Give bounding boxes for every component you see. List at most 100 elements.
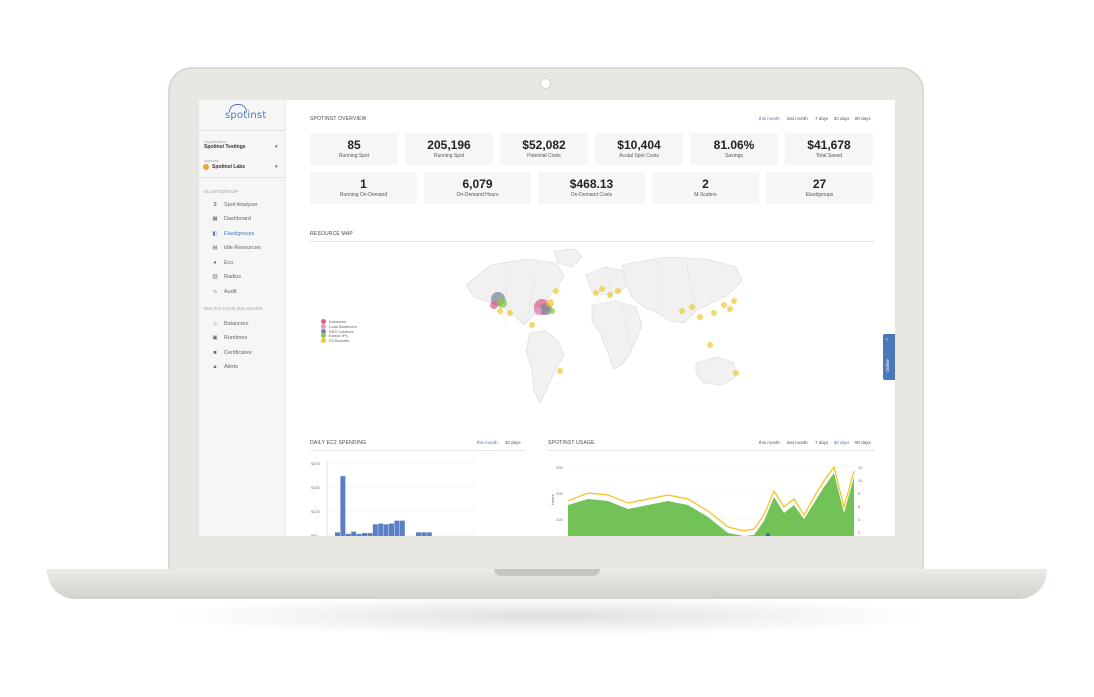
map-marker[interactable] <box>607 292 613 298</box>
map-marker[interactable] <box>727 306 733 312</box>
ec2-bar <box>335 532 340 536</box>
chevron-down-icon[interactable]: ▾ <box>275 144 278 150</box>
chevron-down-icon[interactable]: ▾ <box>275 164 278 170</box>
sidebar-item-certificates[interactable]: ■ Certificates <box>211 348 252 357</box>
border-line <box>685 260 697 310</box>
stat-value: 2 <box>702 177 709 191</box>
bulb-icon: ● <box>213 259 217 266</box>
map-marker[interactable] <box>731 298 737 304</box>
sidebar-item-elastigroups[interactable]: ◧ Elastigroups <box>211 229 254 238</box>
stat-value: 6,079 <box>462 177 493 191</box>
legend-label: Elastic IPs <box>329 333 348 339</box>
section-elastigroup: ELASTIGROUP <box>204 189 239 194</box>
map-marker[interactable] <box>497 308 503 314</box>
stat-label: Elastigroups <box>805 192 834 198</box>
sidebar-item-radius[interactable]: ▥ Radius <box>211 273 241 282</box>
ec2-bar <box>383 524 389 536</box>
timeframe-30-days[interactable]: 30 days <box>833 440 850 445</box>
map-marker[interactable] <box>707 342 713 348</box>
sidebar-item-audit[interactable]: ∿ Audit <box>211 287 237 296</box>
world-map[interactable] <box>446 245 756 415</box>
legend-item[interactable]: Instances <box>321 319 346 324</box>
map-marker[interactable] <box>546 299 554 307</box>
map-marker[interactable] <box>507 310 513 316</box>
map-marker[interactable] <box>721 302 727 308</box>
greenland-shape <box>553 248 583 268</box>
legend-item[interactable]: Load Balancers <box>321 323 357 329</box>
camera-icon <box>541 79 550 88</box>
sidebar-item-eco[interactable]: ● Eco <box>211 258 233 267</box>
list-icon: ▤ <box>212 245 218 251</box>
map-marker[interactable] <box>679 308 685 314</box>
org-selector[interactable]: Spotinst Testings <box>204 144 246 150</box>
border-line <box>525 274 537 326</box>
timeframe-30-days[interactable]: 30 days <box>833 116 850 121</box>
map-marker[interactable] <box>689 304 695 310</box>
sidebar-item-dashboard[interactable]: ▦ Dashboard <box>211 215 251 224</box>
map-marker[interactable] <box>490 301 498 309</box>
sidebar-item-label: Certificates <box>224 349 252 356</box>
stat-label: M-Scalers <box>694 192 717 198</box>
usage-title: SPOTINST USAGE <box>548 440 595 446</box>
timeframe-last-month[interactable]: last month <box>787 440 808 445</box>
map-marker[interactable] <box>529 322 535 328</box>
stat-value: 85 <box>347 138 361 152</box>
sidebar-item-balancers[interactable]: ⌂ Balancers <box>211 319 248 328</box>
resource-map-title: RESOURCE MAP <box>310 231 353 237</box>
stat-value: $468.13 <box>569 177 614 191</box>
stat-value: $52,082 <box>522 138 566 152</box>
sidebar-item-spot-analyzer[interactable]: $ Spot Analyzer <box>211 200 257 209</box>
divider <box>310 450 525 451</box>
map-marker[interactable] <box>697 314 703 320</box>
sidebar-item-label: Runtimes <box>224 335 248 341</box>
map-marker[interactable] <box>497 298 507 308</box>
stat-value: 27 <box>812 177 827 191</box>
timeframe-90-days[interactable]: 90 days <box>854 440 871 445</box>
map-marker[interactable] <box>534 307 542 315</box>
y2-tick-label: 12 <box>858 465 863 470</box>
timeframe-7-days[interactable]: 7 days <box>815 116 829 121</box>
usage-line <box>567 465 855 532</box>
legend-item[interactable]: Elastic IPs <box>321 333 348 339</box>
timeframe-7-days[interactable]: 7 days <box>815 440 829 445</box>
ec2-bar <box>367 533 373 536</box>
timeframe-this-month[interactable]: this month <box>759 116 780 121</box>
legend-swatch <box>321 333 326 339</box>
map-marker[interactable] <box>711 310 717 316</box>
timeframe-last-month[interactable]: last month <box>787 116 808 121</box>
timeframe-this-month[interactable]: this month <box>476 440 498 445</box>
legend-swatch <box>321 323 326 329</box>
side-panel-toggle[interactable]: ‹ Online <box>883 334 895 380</box>
map-marker[interactable] <box>733 370 739 376</box>
map-marker[interactable] <box>553 288 559 294</box>
sidebar-item-label: Idle Resources <box>224 245 261 251</box>
sidebar-item-idle-resources[interactable]: ▤ Idle Resources <box>211 244 261 253</box>
timeframe-30-days[interactable]: 30 days <box>504 440 521 445</box>
legend-item[interactable]: EBS Volumes <box>321 328 353 334</box>
y2-tick-label: 10 <box>858 478 863 483</box>
brand-logo[interactable]: spotinst <box>225 110 267 121</box>
y-tick-label: 200 <box>556 491 563 496</box>
map-marker[interactable] <box>593 290 599 296</box>
map-marker[interactable] <box>599 286 605 292</box>
account-selector[interactable]: Spotinst Labs <box>212 164 246 170</box>
y2-tick-label: 2 <box>858 530 861 535</box>
sidebar-item-runtimes[interactable]: ▣ Runtimes <box>211 334 247 343</box>
timeframe-this-month[interactable]: this month <box>759 440 780 445</box>
border-line <box>605 266 613 296</box>
y2-tick-label: 4 <box>858 517 861 522</box>
y-tick-label: $150 <box>311 485 321 490</box>
map-marker[interactable] <box>549 308 555 314</box>
legend-item[interactable]: S3 Buckets <box>321 338 349 344</box>
stat-value: 81.06% <box>713 138 755 152</box>
map-marker[interactable] <box>615 288 621 294</box>
stat-card: $41,678 Total Saved <box>785 133 873 165</box>
timeframe-90-days[interactable]: 90 days <box>854 116 871 121</box>
radius-icon: ▥ <box>212 274 218 280</box>
account-avatar <box>203 164 209 170</box>
ec2-spending-chart: $200 $150 $100 $50 <box>311 461 477 536</box>
map-marker[interactable] <box>557 368 563 374</box>
app-screen: spotinst Organization Spotinst Testings … <box>199 100 895 536</box>
sidebar-item-alerts[interactable]: ▲ Alerts <box>211 363 238 372</box>
